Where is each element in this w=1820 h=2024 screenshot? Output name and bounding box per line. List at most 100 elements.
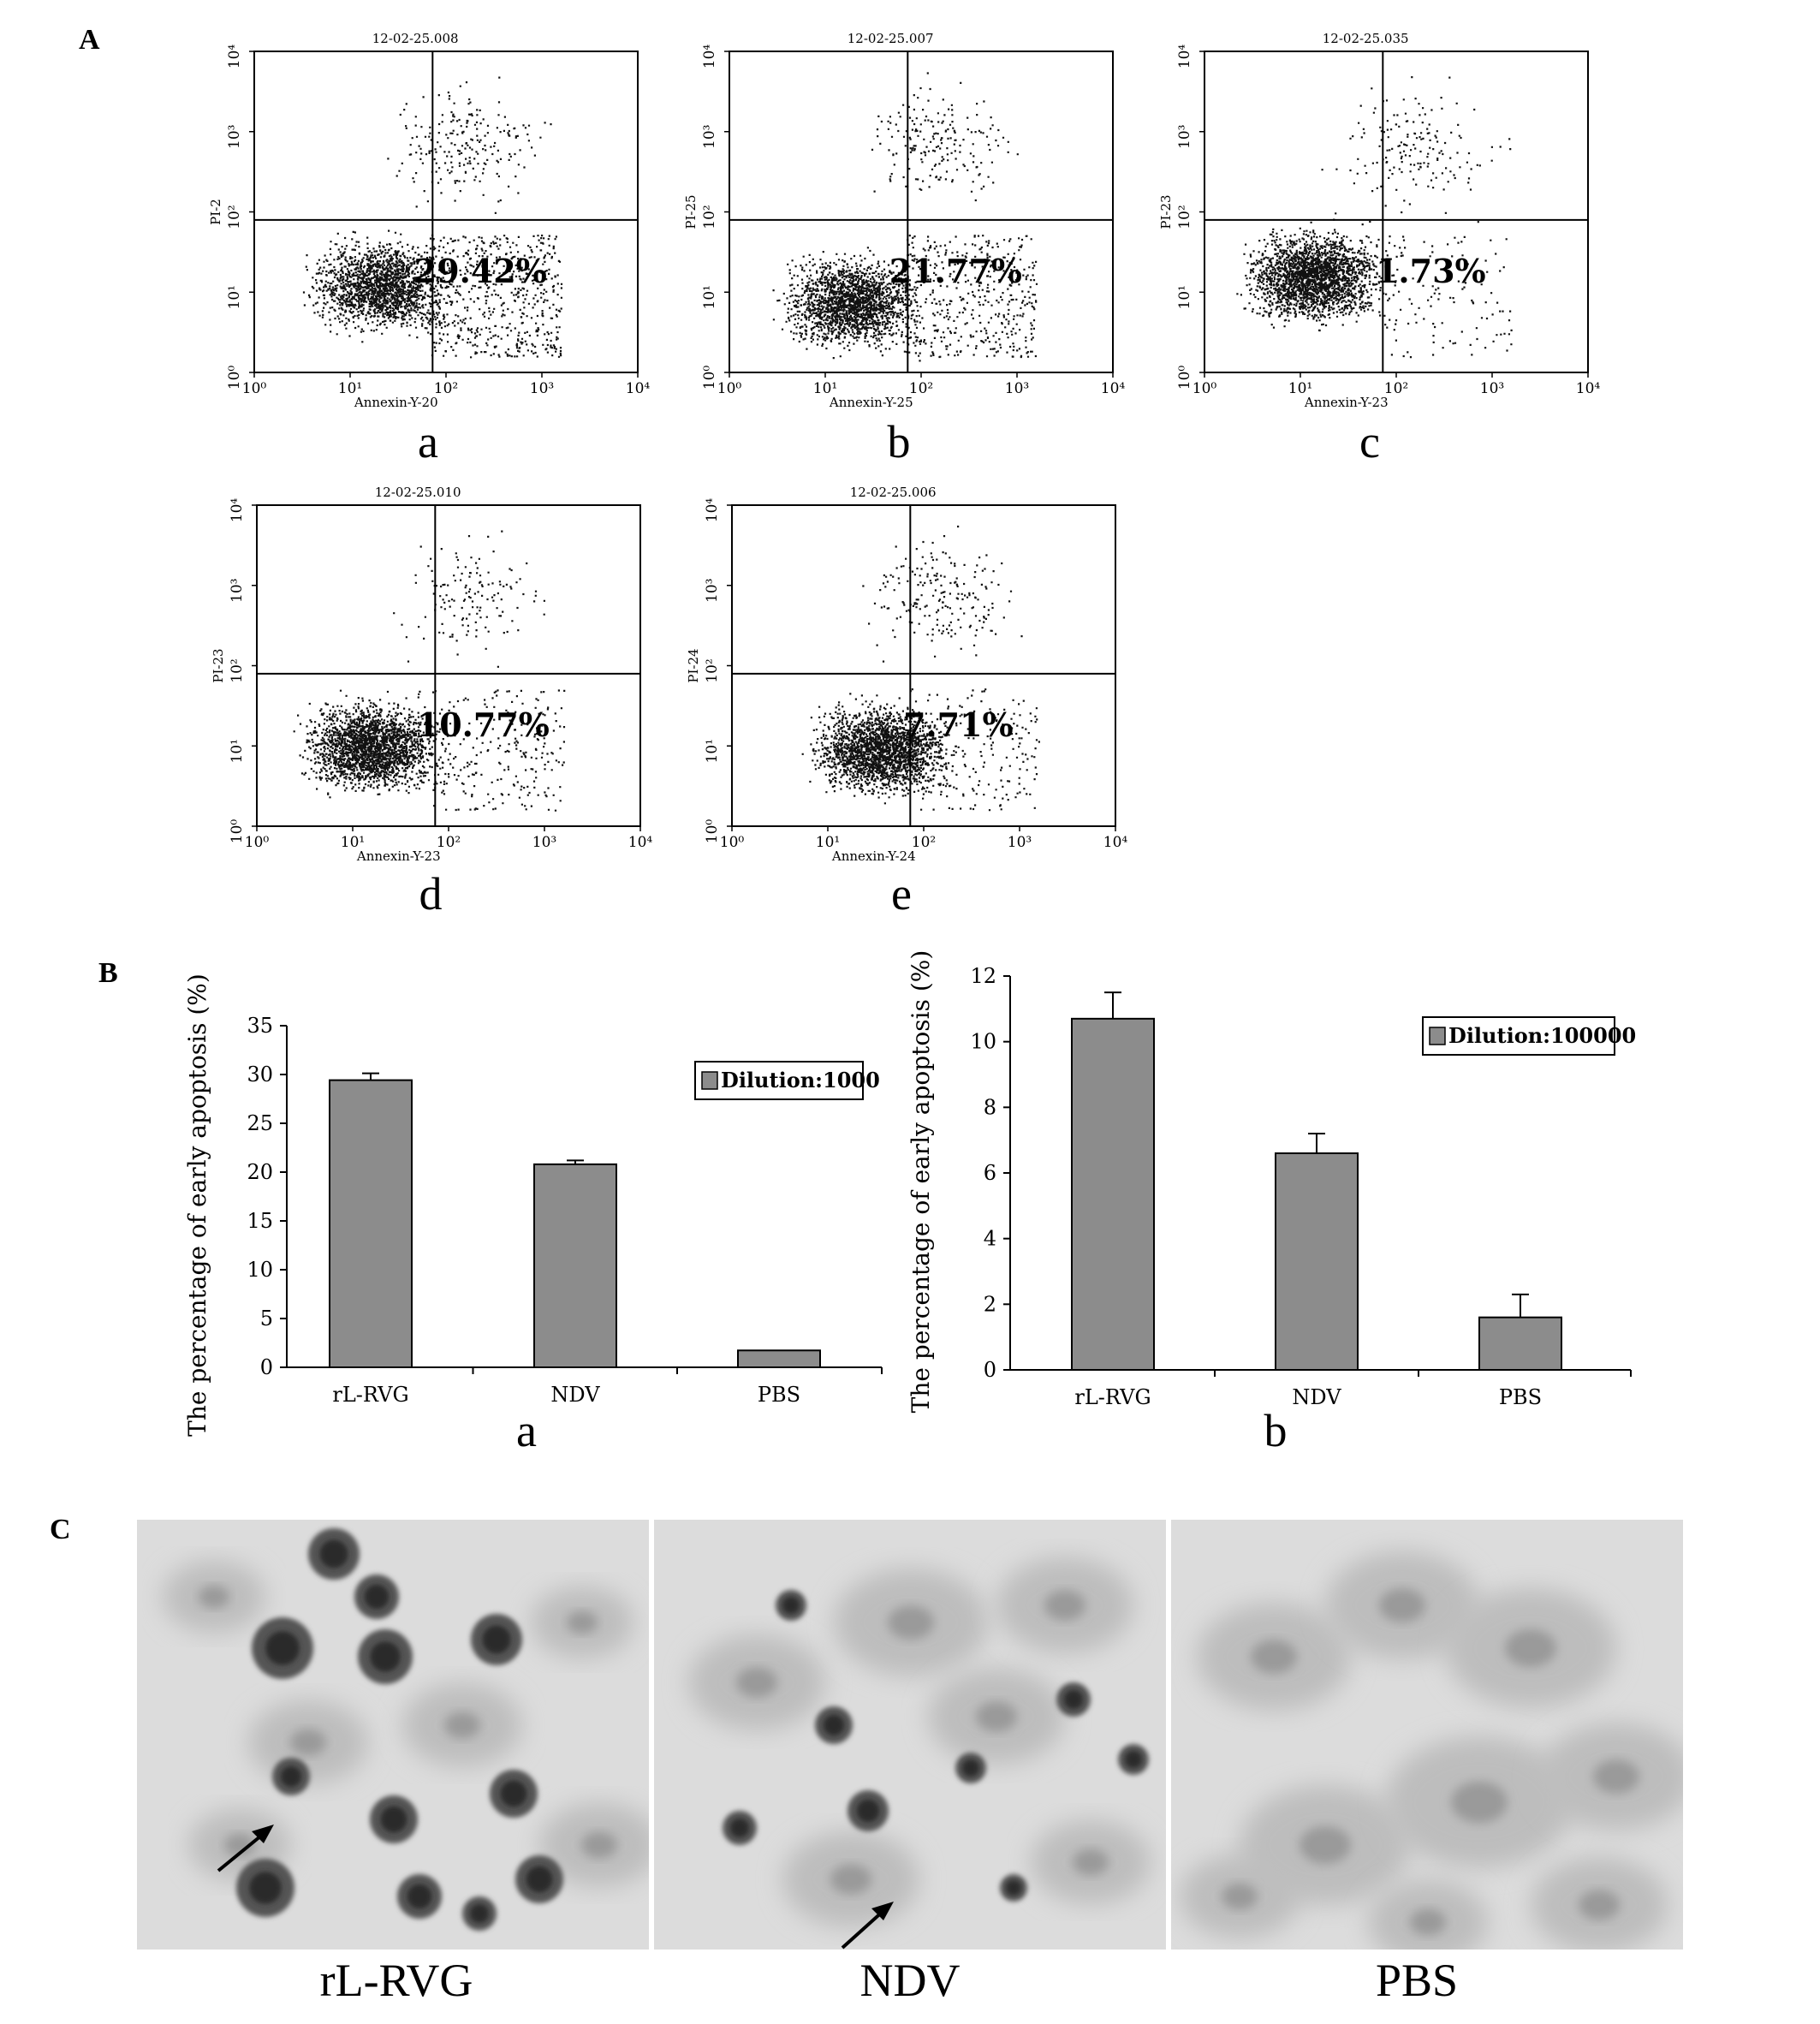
apoptotic-cell-core xyxy=(370,1641,401,1672)
micrograph-content xyxy=(163,1528,649,1931)
flow-plot-ylabel: PI-2 xyxy=(208,199,223,225)
apoptotic-cell-core xyxy=(319,1539,348,1569)
flow-y-tick-label: 10⁰ xyxy=(229,819,246,844)
flow-x-tick-label: 10³ xyxy=(1480,380,1504,397)
bar-y-tick-label: 6 xyxy=(984,1161,996,1185)
flow-plot-events xyxy=(801,525,1040,812)
panel-label-b: B xyxy=(98,957,118,989)
arrow-head xyxy=(871,1902,894,1920)
bar-legend-box xyxy=(1422,1016,1615,1056)
flow-y-tick-label: 10³ xyxy=(1176,125,1193,149)
bar-category-label: NDV xyxy=(1292,1385,1341,1409)
flow-sublabel-a: a xyxy=(418,416,438,467)
flow-plot-events xyxy=(1236,76,1513,359)
bar-rl-rvg xyxy=(329,1079,413,1369)
flow-x-tick-label: 10² xyxy=(909,380,933,397)
micrograph-pbs xyxy=(1171,1520,1683,1950)
flow-y-tick-label: 10³ xyxy=(229,579,246,603)
bar-chart-sublabel-b: b xyxy=(1264,1405,1288,1456)
flow-x-tick-label: 10⁰ xyxy=(720,834,745,851)
apoptotic-cell-core xyxy=(782,1597,800,1614)
micrograph-label-rl-rvg: rL-RVG xyxy=(319,1955,473,2006)
bar-pbs xyxy=(737,1349,821,1368)
bar-y-tick-label: 10 xyxy=(247,1258,273,1282)
flow-plot-xlabel: Annexin-Y-23 xyxy=(356,848,441,864)
cell-nucleus xyxy=(976,1701,1017,1732)
flow-y-tick-label: 10³ xyxy=(704,579,721,603)
flow-plot-xlabel: Annexin-Y-24 xyxy=(831,848,916,864)
bar-chart-b: 0 2 4 6 8 10 12 rL-RVG NDV PBS The percentage of e… xyxy=(907,950,1636,1414)
flow-x-tick-label: 10³ xyxy=(532,834,556,851)
arrow-line xyxy=(841,1908,887,1950)
apoptotic-cell-core xyxy=(364,1584,390,1610)
bar-y-tick-label: 5 xyxy=(260,1307,273,1330)
flow-plot-dots xyxy=(801,525,1040,812)
apoptotic-cell-core xyxy=(249,1872,282,1904)
cell-nucleus xyxy=(1251,1640,1297,1674)
flow-y-tick-label: 10¹ xyxy=(704,739,721,763)
flow-y-tick-label: 10³ xyxy=(701,125,718,149)
flow-sublabel-e: e xyxy=(891,868,912,920)
micrograph-ndv xyxy=(654,1520,1166,1950)
cell-nucleus xyxy=(567,1610,598,1634)
flow-plot-d: 12-02-25.010 10.77% 10⁰ 10¹ 10² 10³ 10⁴ 10⁰ 10¹ 1… xyxy=(211,485,652,864)
flow-x-tick-label: 10⁰ xyxy=(242,380,267,397)
cell-nucleus xyxy=(1300,1826,1351,1864)
bar-ndv xyxy=(1275,1152,1359,1371)
flow-plot-ylabel: PI-25 xyxy=(683,194,699,229)
flow-y-tick-label: 10³ xyxy=(226,125,243,149)
flow-y-tick-label: 10⁴ xyxy=(704,498,721,523)
apoptotic-cell-core xyxy=(380,1806,407,1833)
bar-y-tick-label: 0 xyxy=(984,1358,996,1382)
flow-plot-title: 12-02-25.035 xyxy=(1323,31,1409,46)
cell-nucleus xyxy=(224,1833,255,1857)
flow-x-tick-label: 10⁴ xyxy=(628,834,653,851)
flow-x-tick-label: 10³ xyxy=(1008,834,1032,851)
flow-x-tick-label: 10¹ xyxy=(341,834,365,851)
flow-y-tick-label: 10⁴ xyxy=(229,498,246,523)
panel-label-a: A xyxy=(79,24,100,56)
cell-nucleus xyxy=(888,1605,934,1640)
flow-y-tick-label: 10⁴ xyxy=(1176,45,1193,69)
flow-sublabel-b: b xyxy=(887,416,911,467)
cell-nucleus xyxy=(290,1729,326,1756)
flow-plot-percent: 21.77% xyxy=(889,252,1022,290)
bar-ndv xyxy=(533,1163,617,1368)
arrow-head xyxy=(252,1825,274,1843)
flow-plot-percent: 10.77% xyxy=(417,705,550,744)
flow-plot-dots xyxy=(1236,76,1513,359)
flow-x-tick-label: 10⁴ xyxy=(626,380,651,397)
flow-y-tick-label: 10² xyxy=(701,205,718,229)
bar-rl-rvg xyxy=(1071,1017,1155,1372)
flow-plot-e: 12-02-25.006 7.71% 10⁰ 10¹ 10² 10³ 10⁴ 10⁰ 10¹ 10… xyxy=(686,485,1127,864)
bar-category-label: rL-RVG xyxy=(332,1383,408,1407)
bar-y-tick-label: 8 xyxy=(984,1095,996,1119)
flow-plot-xlabel: Annexin-Y-25 xyxy=(829,395,913,410)
bar-category-label: rL-RVG xyxy=(1074,1385,1151,1409)
flow-plot-xlabel: Annexin-Y-23 xyxy=(1304,395,1389,410)
flow-y-tick-label: 10² xyxy=(704,658,721,682)
cell-nucleus xyxy=(1222,1883,1258,1910)
bar-legend-label: Dilution:100000 xyxy=(1448,1023,1636,1048)
flow-plot-frame xyxy=(253,51,639,373)
micrograph-label-pbs: PBS xyxy=(1375,1955,1459,2006)
flow-x-tick-label: 10⁰ xyxy=(1193,380,1217,397)
micrograph-label-ndv: NDV xyxy=(859,1955,961,2006)
flow-x-tick-label: 10⁴ xyxy=(1576,380,1601,397)
bar-y-tick-label: 15 xyxy=(247,1209,273,1233)
apoptotic-cell-core xyxy=(482,1625,511,1654)
apoptotic-cell-core xyxy=(730,1819,749,1837)
flow-y-tick-label: 10¹ xyxy=(1176,285,1193,309)
apoptotic-cell-core xyxy=(1125,1751,1142,1768)
panel-label-c: C xyxy=(50,1514,71,1545)
flow-x-tick-label: 10¹ xyxy=(813,380,837,397)
bar-category-label: NDV xyxy=(550,1383,600,1407)
bar-legend-label: Dilution:1000 xyxy=(721,1068,880,1092)
flow-x-tick-label: 10² xyxy=(912,834,936,851)
flow-plot-dots xyxy=(772,72,1038,362)
flow-x-tick-label: 10¹ xyxy=(338,380,362,397)
flow-x-tick-label: 10⁰ xyxy=(245,834,270,851)
flow-plot-percent: 7.71% xyxy=(903,705,1014,744)
